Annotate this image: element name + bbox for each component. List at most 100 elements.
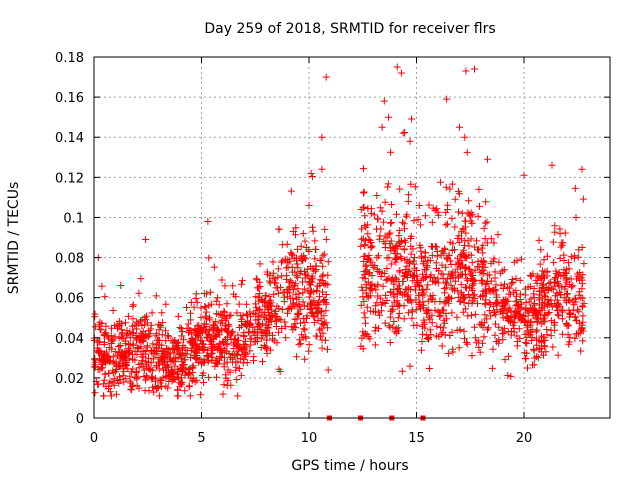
data-point [532,313,540,321]
data-point [471,310,479,318]
data-point [367,209,375,217]
data-point [301,319,309,326]
data-point [484,326,491,334]
data-point [222,371,230,379]
data-point [300,325,308,333]
data-point [517,312,525,320]
data-point [293,353,301,361]
data-point [415,202,423,209]
data-point [574,270,582,278]
data-point [203,351,211,359]
data-point [551,228,559,236]
data-point [405,268,413,275]
data-point [464,312,472,320]
data-point [565,259,573,267]
data-point [495,323,503,331]
data-point [205,254,213,262]
data-point [145,365,153,373]
data-point [180,336,187,344]
data-point [381,319,389,327]
data-point [533,341,541,349]
data-point [425,365,433,372]
data-point [220,363,228,371]
data-point [487,312,495,320]
data-point [250,353,258,361]
data-point [280,288,288,296]
data-point [401,271,409,279]
data-point [573,317,581,325]
data-point [193,340,201,348]
data-point-outlier [520,171,528,179]
data-point [191,378,199,386]
data-point [320,250,328,258]
data-point [463,254,471,262]
data-point [305,341,313,349]
data-point [299,289,307,297]
data-point [229,282,237,290]
data-point [171,375,179,383]
data-point [108,324,115,332]
data-point [396,267,404,275]
data-point [213,373,220,381]
data-point [471,277,479,285]
data-point [383,265,391,272]
data-point [139,353,147,361]
data-point [231,351,238,359]
data-point [194,359,202,367]
data-point [501,356,509,364]
data-point [269,331,276,339]
data-point [410,321,418,329]
data-point [357,242,365,250]
data-point [550,258,558,266]
data-point [379,282,387,290]
data-point [448,215,456,223]
data-point [115,343,123,351]
data-point [177,365,185,373]
data-point-outlier [393,63,401,71]
data-point [140,334,148,342]
data-point [305,293,313,301]
data-point [116,348,124,356]
data-point [468,311,475,319]
data-point [447,261,455,268]
data-point [252,275,260,283]
data-point [206,316,214,324]
data-point [364,221,372,229]
data-point [446,332,454,339]
data-point [293,256,300,264]
data-point [239,346,247,354]
data-point [543,326,551,333]
data-point [205,373,213,381]
data-point [482,198,490,206]
data-point [105,370,113,377]
data-point [208,349,216,357]
data-point [195,346,203,354]
data-point [265,306,273,314]
data-point [246,341,254,349]
data-point [460,299,468,307]
data-point [410,272,418,280]
data-point [91,310,99,318]
data-point [360,332,368,340]
data-point [404,197,412,205]
data-point [301,237,309,245]
data-point [165,373,173,381]
data-point [409,308,416,316]
data-point [258,308,266,316]
data-point [174,312,182,320]
data-point [360,165,367,173]
data-point [444,350,452,357]
data-point [224,321,232,329]
data-point [540,256,548,264]
data-point [103,332,111,340]
data-point [221,282,229,290]
data-point [119,372,127,380]
data-point [374,292,382,300]
data-point [499,303,507,311]
data-point [414,216,422,224]
data-point [275,304,283,312]
data-point [393,210,400,218]
data-point [142,316,150,324]
data-point [147,359,155,367]
data-point [293,260,301,268]
